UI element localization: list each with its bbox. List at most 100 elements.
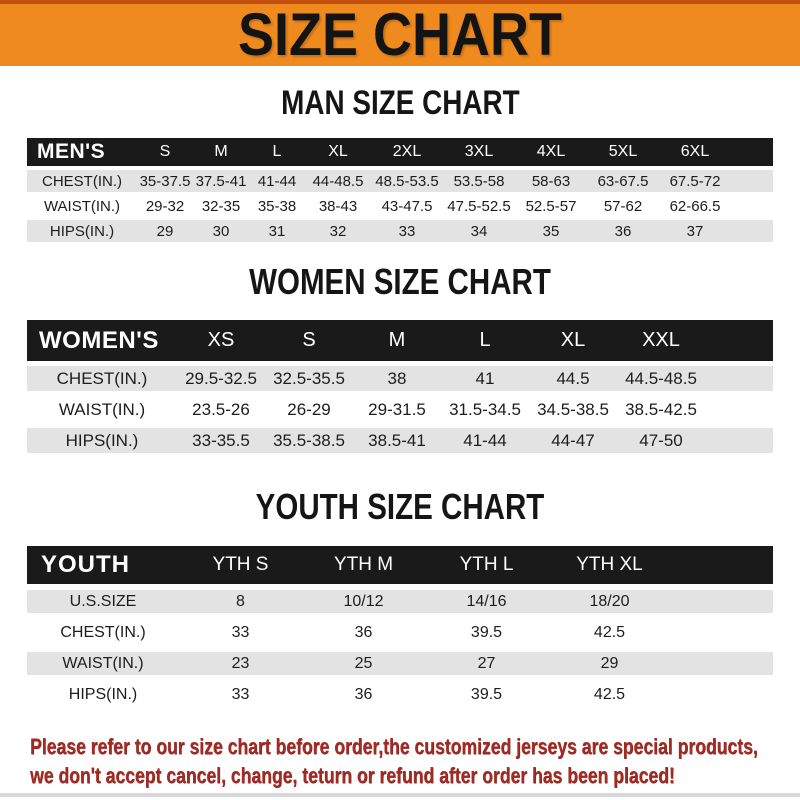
size-cell: 42.5 <box>593 623 626 641</box>
size-cell: 52.5-57 <box>525 197 577 215</box>
header-cell: XXL <box>642 329 680 351</box>
header-cell: 3XL <box>464 143 494 160</box>
size-cell: 36 <box>614 222 632 240</box>
cell-filler <box>705 397 773 422</box>
size-cell: 47-50 <box>639 430 683 450</box>
size-cell: 29 <box>156 222 174 240</box>
size-cell: 47.5-52.5 <box>447 197 511 215</box>
size-cell: 18/20 <box>589 592 630 610</box>
cell-filler <box>705 428 773 453</box>
women-section-heading: WOMEN SIZE CHART <box>0 264 800 300</box>
size-cell: 44.5 <box>556 368 590 388</box>
banner: SIZE CHART <box>0 0 800 66</box>
size-cell: 43-47.5 <box>381 197 433 215</box>
row-label: WAIST(IN.) <box>43 197 121 215</box>
size-cell: 32-35 <box>201 197 241 215</box>
header-cell: S <box>302 329 316 351</box>
youth-table-header-row: YOUTH YTH S YTH M YTH L YTH XL <box>27 546 773 584</box>
row-label: CHEST(IN.) <box>60 623 146 641</box>
size-cell: 32 <box>329 222 347 240</box>
size-cell: 39.5 <box>470 623 503 641</box>
size-cell: 35 <box>542 222 560 240</box>
size-cell: 38.5-42.5 <box>625 399 697 419</box>
size-cell: 44-47 <box>551 430 595 450</box>
size-cell: 53.5-58 <box>453 172 505 190</box>
header-filler <box>731 138 773 166</box>
women-table-header-row: WOMEN'S XS S M L XL XXL <box>27 320 773 361</box>
table-row: CHEST(IN.) 35-37.5 37.5-41 41-44 44-48.5… <box>27 170 773 192</box>
size-cell: 10/12 <box>343 592 384 610</box>
youth-section-heading: YOUTH SIZE CHART <box>0 489 800 525</box>
size-cell: 27 <box>477 654 496 672</box>
size-cell: 34.5-38.5 <box>537 399 609 419</box>
size-cell: 35.5-38.5 <box>273 430 345 450</box>
header-filler <box>705 320 773 361</box>
table-row: WAIST(IN.) 23.5-26 26-29 29-31.5 31.5-34… <box>27 397 773 422</box>
row-label: HIPS(IN.) <box>68 685 138 703</box>
youth-size-table: YOUTH YTH S YTH M YTH L YTH XL U.S.SIZE … <box>27 546 773 706</box>
cell-filler <box>731 220 773 242</box>
size-cell: 37.5-41 <box>195 172 247 190</box>
row-label: WAIST(IN.) <box>62 654 144 672</box>
row-label: WAIST(IN.) <box>58 399 146 419</box>
size-cell: 35-38 <box>257 197 297 215</box>
header-cell: 2XL <box>392 143 422 160</box>
row-label: CHEST(IN.) <box>42 172 122 190</box>
notice-line-1: Please refer to our size chart before or… <box>30 734 758 759</box>
cell-filler <box>731 195 773 217</box>
size-cell: 39.5 <box>470 685 503 703</box>
women-section-heading-text: WOMEN SIZE CHART <box>249 261 551 302</box>
size-cell: 29 <box>600 654 619 672</box>
header-cell: XL <box>560 329 586 351</box>
size-cell: 35-37.5 <box>139 172 191 190</box>
size-cell: 34 <box>470 222 488 240</box>
row-label: U.S.SIZE <box>69 592 137 610</box>
women-size-table: WOMEN'S XS S M L XL XXL CHEST(IN.) 29.5-… <box>27 320 773 453</box>
table-row: HIPS(IN.) 33-35.5 35.5-38.5 38.5-41 41-4… <box>27 428 773 453</box>
man-table-header-row: MEN'S S M L XL 2XL 3XL 4XL 5XL 6XL <box>27 138 773 166</box>
row-label: CHEST(IN.) <box>56 368 148 388</box>
size-cell: 63-67.5 <box>597 172 649 190</box>
man-section-heading: MAN SIZE CHART <box>0 86 800 120</box>
size-cell: 36 <box>354 685 373 703</box>
row-label: HIPS(IN.) <box>65 430 139 450</box>
size-cell: 23 <box>231 654 250 672</box>
size-cell: 41-44 <box>257 172 297 190</box>
table-row: U.S.SIZE 8 10/12 14/16 18/20 <box>27 590 773 613</box>
size-cell: 38.5-41 <box>368 430 426 450</box>
size-cell: 31 <box>268 222 286 240</box>
row-label: HIPS(IN.) <box>49 222 115 240</box>
header-cell: YTH XL <box>576 554 643 575</box>
size-cell: 62-66.5 <box>669 197 721 215</box>
table-row: WAIST(IN.) 29-32 32-35 35-38 38-43 43-47… <box>27 195 773 217</box>
header-cell: 4XL <box>536 143 566 160</box>
size-cell: 14/16 <box>466 592 507 610</box>
size-cell: 58-63 <box>531 172 571 190</box>
table-row: HIPS(IN.) 29 30 31 32 33 34 35 36 37 <box>27 220 773 242</box>
header-cell: L <box>272 143 282 160</box>
footer-notice: Please refer to our size chart before or… <box>0 732 800 790</box>
size-cell: 33-35.5 <box>192 430 250 450</box>
size-cell: 33 <box>231 685 250 703</box>
youth-section-heading-text: YOUTH SIZE CHART <box>255 486 545 527</box>
header-cell: XL <box>328 143 348 160</box>
cell-filler <box>671 683 773 706</box>
man-table-title: MEN'S <box>37 140 106 163</box>
size-cell: 44-48.5 <box>312 172 364 190</box>
header-cell: YTH S <box>212 554 269 575</box>
size-cell: 48.5-53.5 <box>375 172 439 190</box>
size-cell: 44.5-48.5 <box>625 368 697 388</box>
man-size-table: MEN'S S M L XL 2XL 3XL 4XL 5XL 6XL CHEST… <box>27 138 773 242</box>
size-cell: 37 <box>686 222 704 240</box>
size-cell: 23.5-26 <box>192 399 250 419</box>
cell-filler <box>671 590 773 613</box>
size-cell: 41 <box>475 368 495 388</box>
size-cell: 33 <box>398 222 416 240</box>
header-filler <box>671 546 773 584</box>
size-cell: 30 <box>212 222 230 240</box>
size-cell: 57-62 <box>603 197 643 215</box>
header-cell: S <box>159 143 171 160</box>
size-cell: 67.5-72 <box>669 172 721 190</box>
size-cell: 25 <box>354 654 373 672</box>
header-cell: L <box>479 329 491 351</box>
